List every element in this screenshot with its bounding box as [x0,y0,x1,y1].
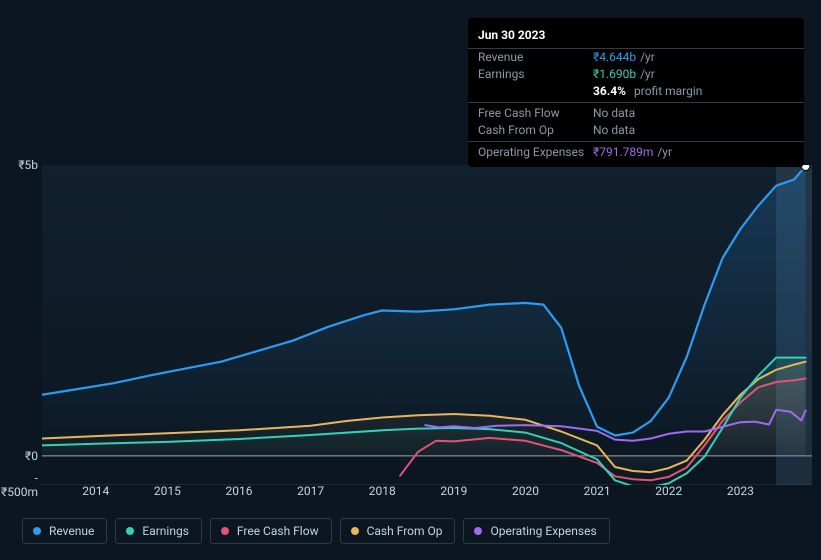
tooltip-row-unit: /yr [657,144,672,161]
tooltip-row-value: No data [593,122,635,139]
tooltip-row: Free Cash FlowNo data [468,102,804,122]
tooltip-row-label: Cash From Op [478,122,593,139]
tooltip-row-label: Operating Expenses [478,144,593,161]
tooltip-row: Cash From OpNo data [468,122,804,139]
chart-tooltip: Jun 30 2023 Revenue₹4.644b/yrEarnings₹1.… [468,18,804,167]
legend-item-label: Operating Expenses [490,524,596,538]
chart-plot[interactable] [42,165,812,485]
tooltip-row-value: ₹1.690b [593,66,636,83]
y-tick-label: ₹5b [0,158,38,172]
x-tick-label: 2021 [584,484,611,498]
legend-item-free_cash_flow[interactable]: Free Cash Flow [210,518,332,544]
tooltip-sub-value: 36.4% [593,83,626,100]
x-tick-label: 2023 [727,484,754,498]
legend-item-opex[interactable]: Operating Expenses [463,518,609,544]
legend-swatch-icon [474,527,482,535]
tooltip-row-unit: /yr [640,49,655,66]
x-tick-label: 2018 [369,484,396,498]
legend-swatch-icon [33,527,41,535]
tooltip-row-value: ₹791.789m [593,144,653,161]
legend-swatch-icon [351,527,359,535]
tooltip-row: Earnings₹1.690b/yr [468,66,804,83]
legend-item-earnings[interactable]: Earnings [115,518,202,544]
tooltip-row: Operating Expenses₹791.789m/yr [468,141,804,161]
tooltip-row-value: ₹4.644b [593,49,636,66]
legend-swatch-icon [126,527,134,535]
chart-container: ₹5b ₹0 -₹500m 20142015201620172018201920… [0,0,821,560]
x-tick-label: 2022 [655,484,682,498]
tooltip-row-value: No data [593,105,635,122]
legend-item-label: Free Cash Flow [237,524,319,538]
x-tick-label: 2015 [154,484,181,498]
x-tick-label: 2020 [512,484,539,498]
legend-item-label: Revenue [49,524,94,538]
x-tick-label: 2019 [440,484,467,498]
tooltip-sub-text: profit margin [634,83,702,100]
x-tick-label: 2014 [82,484,109,498]
tooltip-date: Jun 30 2023 [468,24,804,49]
legend-item-cash_from_op[interactable]: Cash From Op [340,518,456,544]
x-tick-label: 2017 [297,484,324,498]
legend-item-label: Cash From Op [367,524,443,538]
legend-swatch-icon [221,527,229,535]
tooltip-subrow: 36.4% profit margin [468,83,804,100]
tooltip-row-label: Earnings [478,66,593,83]
chart-legend: Revenue Earnings Free Cash Flow Cash From O… [22,518,610,544]
tooltip-row-label: Free Cash Flow [478,105,593,122]
x-tick-label: 2016 [225,484,252,498]
y-tick-label: ₹0 [0,449,38,463]
tooltip-row-label: Revenue [478,49,593,66]
legend-item-label: Earnings [142,524,189,538]
tooltip-row-unit: /yr [640,66,655,83]
legend-item-revenue[interactable]: Revenue [22,518,107,544]
tooltip-row: Revenue₹4.644b/yr [468,49,804,66]
x-axis: 2014 2015 2016 2017 2018 2019 2020 2021 2022 2023 [0,484,821,504]
